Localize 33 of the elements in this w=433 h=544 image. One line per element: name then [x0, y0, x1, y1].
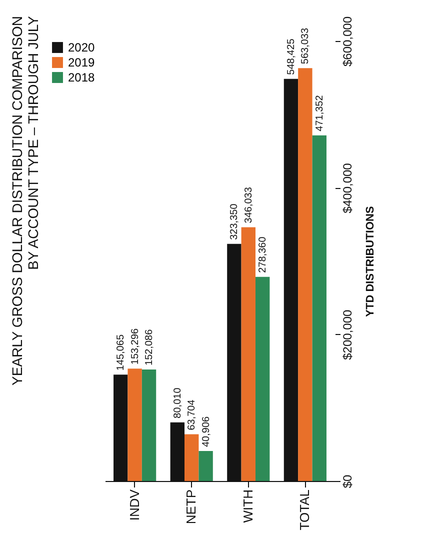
- x-tick-label: TOTAL: [297, 490, 312, 530]
- y-tick-label: $200,000: [340, 309, 354, 360]
- data-label: 63,704: [186, 399, 198, 430]
- bar: [128, 368, 142, 481]
- y-axis-title: YTD DISTRIBUTIONS: [364, 206, 376, 317]
- x-tick-label: INDV: [126, 489, 142, 521]
- data-label: 278,360: [258, 236, 269, 273]
- data-label: 40,906: [200, 416, 212, 447]
- data-label: 80,010: [172, 387, 184, 418]
- legend-label: 2020: [68, 40, 96, 54]
- y-tick-label: $600,000: [340, 16, 354, 67]
- data-label: 152,086: [144, 328, 156, 366]
- y-tick-label: $0: [340, 474, 354, 488]
- text: YEARLY GROSS DOLLAR DISTRIBUTION COMPARISON BY ACCOUNT TYPE – THROUGH JULY: [9, 15, 41, 386]
- data-label: 548,425: [286, 38, 297, 75]
- bar: [312, 135, 326, 481]
- legend-label: 2018: [68, 70, 96, 84]
- bar: [142, 369, 156, 481]
- data-label: 323,350: [229, 203, 240, 240]
- legend-label: 2019: [68, 56, 96, 70]
- bar: [298, 68, 312, 481]
- data-label: 145,065: [116, 334, 127, 371]
- data-label: 471,352: [314, 94, 326, 132]
- y-tick-label: $400,000: [340, 162, 354, 214]
- bar: [241, 227, 256, 481]
- data-label: 563,033: [300, 28, 312, 64]
- x-tick-label: WITH: [240, 490, 256, 523]
- x-tick-label: NETP: [184, 490, 199, 524]
- bar: [255, 276, 270, 481]
- data-label: 153,296: [130, 328, 141, 365]
- bar: [198, 451, 213, 481]
- data-label: 346,033: [243, 186, 254, 224]
- bar: [184, 434, 199, 481]
